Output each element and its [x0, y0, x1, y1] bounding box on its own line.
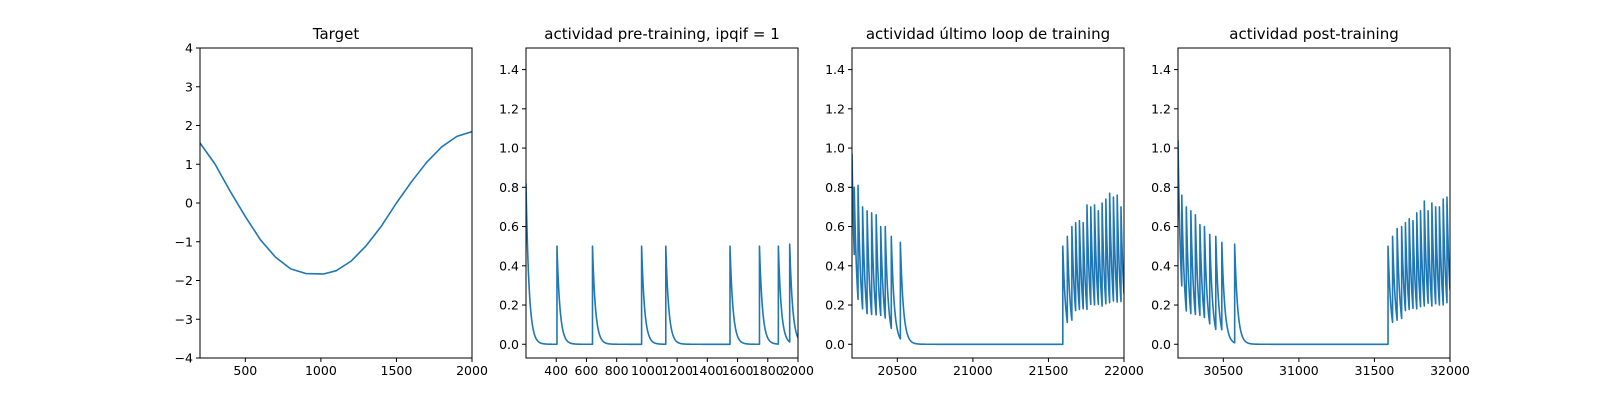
- y-tick-label: 0.2: [1151, 298, 1171, 313]
- x-tick-label: 31000: [1279, 363, 1319, 378]
- subplot-title: actividad post-training: [1229, 25, 1398, 43]
- y-tick-label: 0.2: [825, 298, 845, 313]
- y-tick-label: −2: [175, 273, 193, 288]
- series-layer: [200, 130, 472, 275]
- x-tick-label: 21000: [953, 363, 993, 378]
- y-tick-label: 1.4: [825, 62, 845, 77]
- series-layer: [852, 153, 1124, 346]
- series-line: [1178, 140, 1450, 346]
- tick-layer: 30500 31000 31500 32000 0.0 0.2 0.4 0.6 0.8 1.0 1.…: [1151, 62, 1470, 378]
- subplot-title: actividad último loop de training: [866, 25, 1110, 43]
- y-tick-label: 0.2: [499, 298, 519, 313]
- x-tick-label: 20500: [877, 363, 917, 378]
- y-tick-label: 3: [185, 79, 193, 94]
- y-tick-label: −3: [175, 312, 193, 327]
- x-tick-label: 2000: [782, 363, 814, 378]
- tick-layer: 20500 21000 21500 22000 0.0 0.2 0.4 0.6 0.8 1.0 1.…: [825, 62, 1144, 378]
- x-tick-label: 600: [575, 363, 599, 378]
- x-tick-label: 1000: [305, 363, 337, 378]
- y-tick-label: 4: [185, 41, 193, 56]
- x-tick-label: 1200: [661, 363, 693, 378]
- x-tick-label: 1800: [752, 363, 784, 378]
- y-tick-label: 0.4: [1151, 258, 1171, 273]
- subplot-target: Target 500 1000 1500 2000 −4 −3 −2 −1 0 1 2 3 4: [175, 25, 488, 378]
- axes-frame: [199, 47, 473, 359]
- series-line: [526, 183, 798, 346]
- x-tick-label: 2000: [456, 363, 488, 378]
- y-tick-label: 1.4: [1151, 62, 1171, 77]
- y-tick-label: 1.0: [1151, 141, 1171, 156]
- y-tick-label: 0.8: [1151, 180, 1171, 195]
- y-tick-label: 1.0: [499, 141, 519, 156]
- y-tick-label: 0.6: [825, 219, 845, 234]
- y-tick-label: 2: [185, 118, 193, 133]
- subplot-title: Target: [312, 25, 360, 43]
- y-tick-label: 0.6: [1151, 219, 1171, 234]
- subplot-pre-training: actividad pre-training, ipqif = 1 400 600…: [499, 25, 814, 378]
- x-tick-label: 1000: [631, 363, 663, 378]
- y-tick-label: 1.2: [499, 101, 519, 116]
- tick-layer: 500 1000 1500 2000 −4 −3 −2 −1 0 1 2 3 4: [175, 41, 488, 379]
- x-tick-label: 21500: [1029, 363, 1069, 378]
- series-layer: [526, 183, 798, 346]
- y-tick-label: 1.0: [825, 141, 845, 156]
- y-tick-label: 0.4: [825, 258, 845, 273]
- x-tick-label: 32000: [1430, 363, 1470, 378]
- x-tick-label: 22000: [1104, 363, 1144, 378]
- x-tick-label: 400: [544, 363, 568, 378]
- series-line: [852, 153, 1124, 346]
- y-tick-label: 0.0: [1151, 337, 1171, 352]
- y-tick-label: 0.8: [825, 180, 845, 195]
- x-tick-label: 800: [605, 363, 629, 378]
- y-tick-label: 0.8: [499, 180, 519, 195]
- x-tick-label: 31500: [1355, 363, 1395, 378]
- x-tick-label: 30500: [1203, 363, 1243, 378]
- y-tick-label: 1.2: [1151, 101, 1171, 116]
- x-tick-label: 1500: [381, 363, 413, 378]
- series-layer: [1178, 140, 1450, 346]
- x-tick-label: 1400: [691, 363, 723, 378]
- y-tick-label: 0: [185, 196, 193, 211]
- y-tick-label: 1.2: [825, 101, 845, 116]
- series-line: [200, 130, 472, 275]
- y-tick-label: 0.4: [499, 258, 519, 273]
- y-tick-label: 0.0: [499, 337, 519, 352]
- x-tick-label: 1600: [722, 363, 754, 378]
- y-tick-label: 0.6: [499, 219, 519, 234]
- y-tick-label: 1: [185, 157, 193, 172]
- y-tick-label: 0.0: [825, 337, 845, 352]
- axes-frame: [851, 47, 1125, 359]
- y-tick-label: 1.4: [499, 62, 519, 77]
- y-tick-label: −4: [175, 351, 193, 366]
- axes-frame: [525, 47, 799, 359]
- axes-frame: [1177, 47, 1451, 359]
- subplot-last-training-loop: actividad último loop de training 20500 2…: [825, 25, 1144, 378]
- subplot-title: actividad pre-training, ipqif = 1: [544, 25, 780, 43]
- y-tick-label: −1: [175, 234, 193, 249]
- x-tick-label: 500: [233, 363, 257, 378]
- subplot-post-training: actividad post-training 30500 31000 31500 3…: [1151, 25, 1470, 378]
